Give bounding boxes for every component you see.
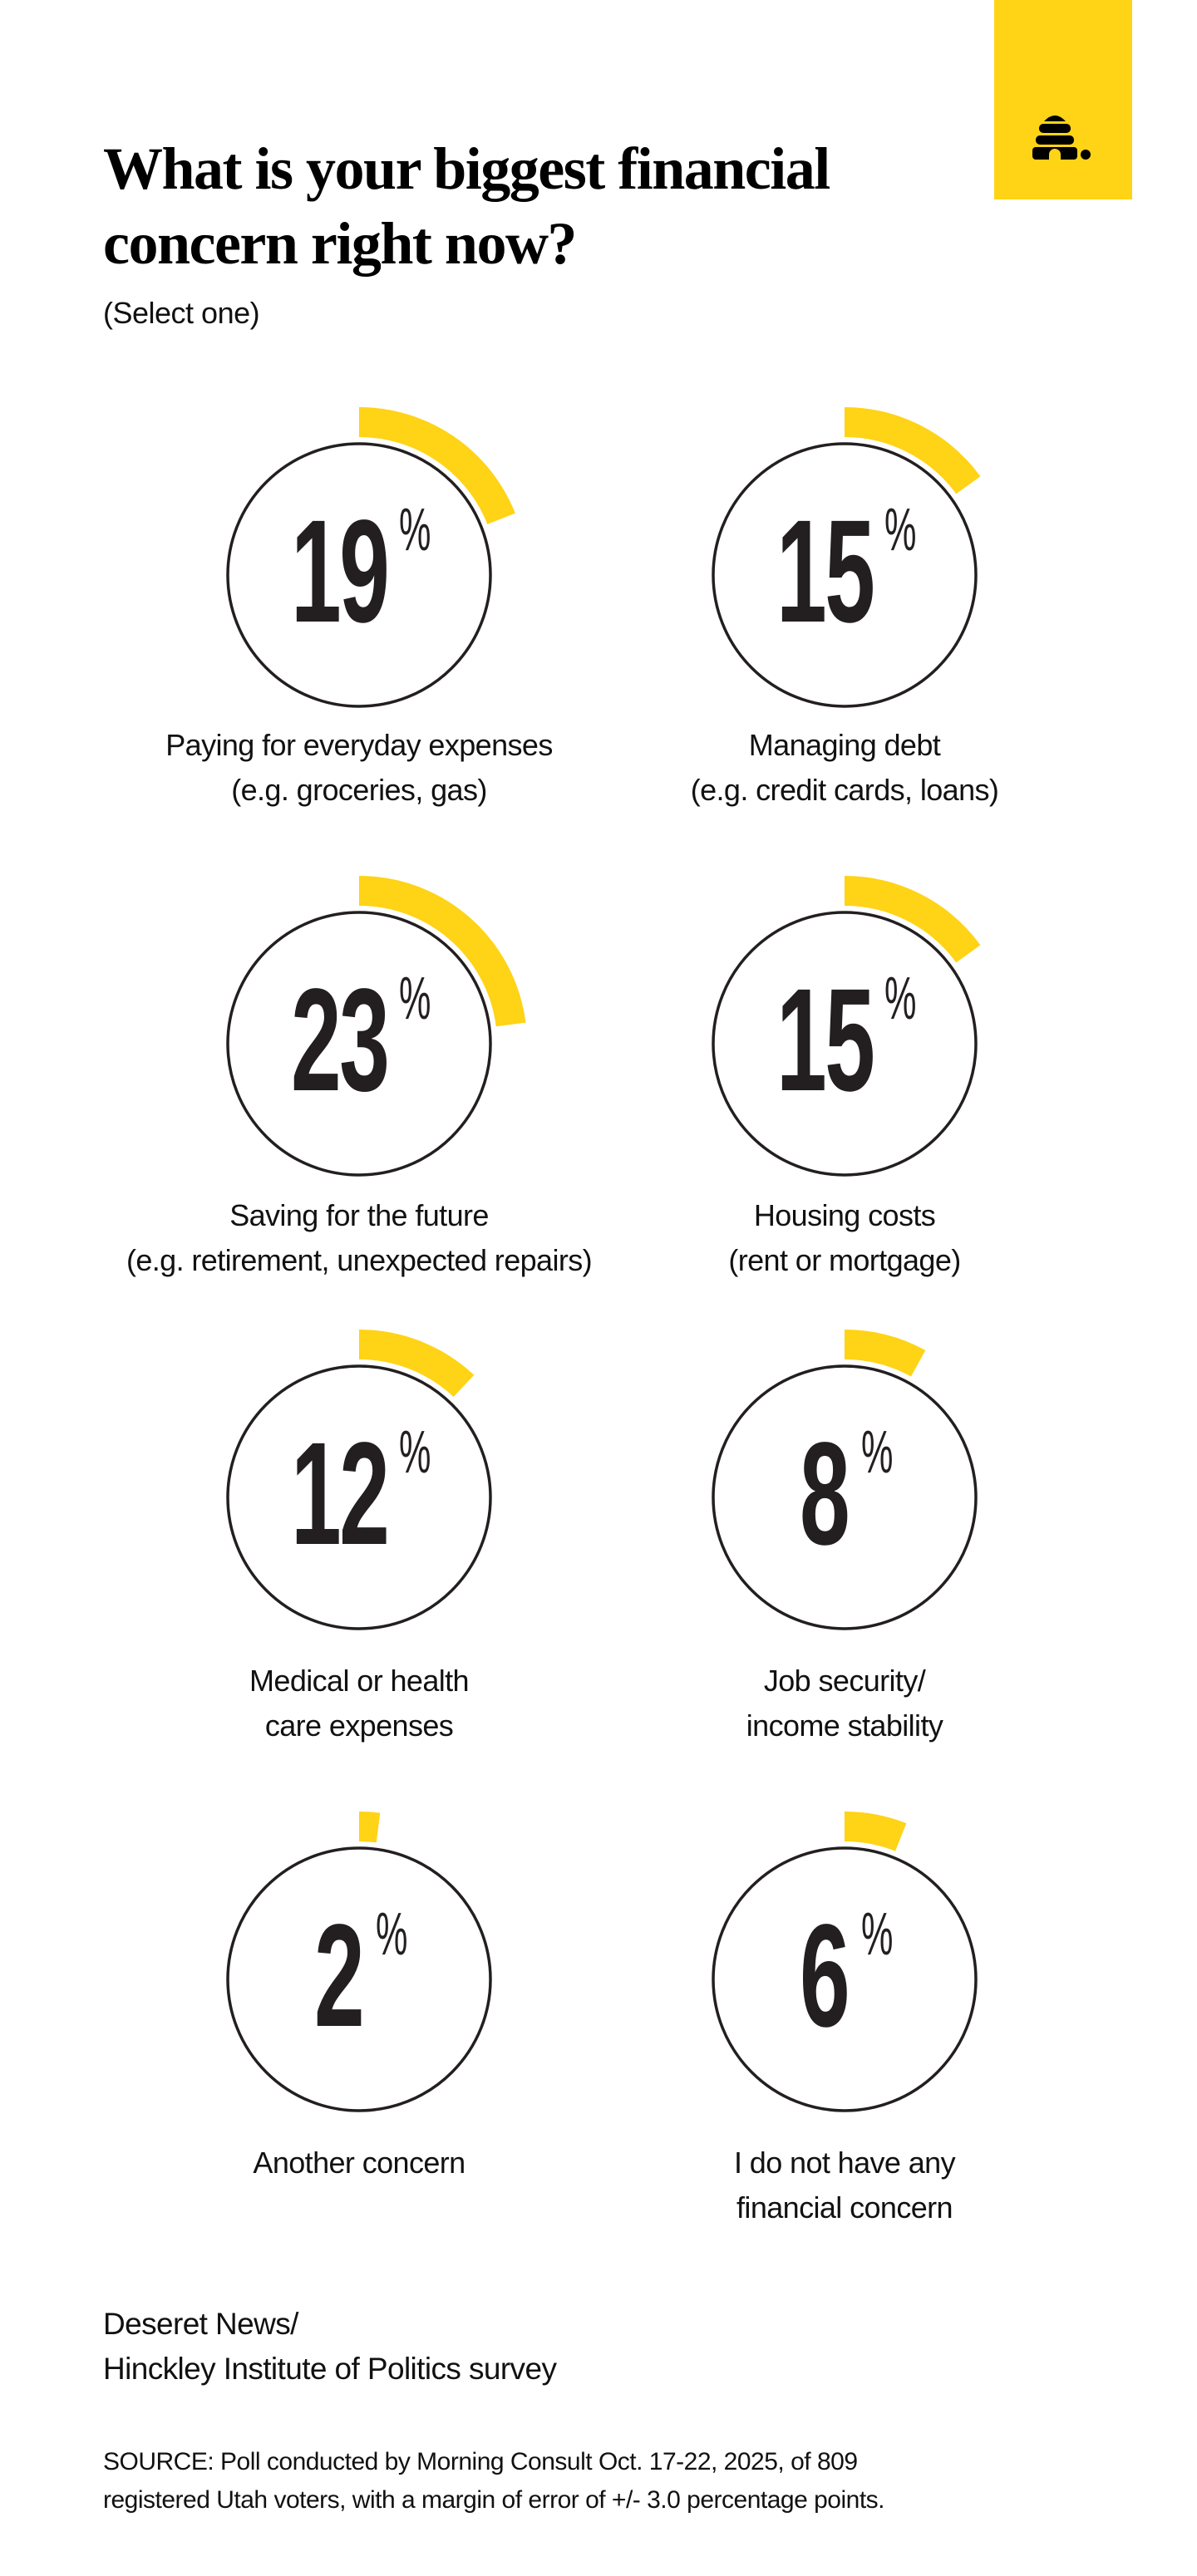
percent-value: 2 <box>314 1895 365 2057</box>
title-line-1: What is your biggest financial <box>103 135 830 202</box>
ring-gauge <box>712 876 981 1177</box>
percent-value: 23 <box>291 959 390 1122</box>
gauge-arc <box>844 1812 907 1851</box>
gauge-arc <box>844 1330 926 1377</box>
percent-sign: % <box>861 1901 894 1968</box>
gauge-arc <box>358 1812 381 1843</box>
label-line-2: income stability <box>746 1708 943 1743</box>
gauge-arc <box>358 876 526 1027</box>
label-line-2: (e.g. groceries, gas) <box>231 773 487 807</box>
percent-value: 15 <box>776 490 875 653</box>
gauge-arc <box>844 876 981 963</box>
gauge-ring <box>712 1846 978 2112</box>
gauge-arc <box>358 1330 475 1398</box>
percent-sign: % <box>399 497 431 563</box>
gauge-ring <box>712 442 978 708</box>
percent-sign: % <box>376 1901 408 1968</box>
title-line-2: concern right now? <box>103 210 577 277</box>
ring-gauge <box>226 1812 492 2112</box>
label-line-2: financial concern <box>736 2190 953 2225</box>
gauge-ring <box>712 911 978 1177</box>
label-line-1: Medical or health <box>249 1664 470 1698</box>
item-label: Medical or health care expenses <box>68 1659 650 1748</box>
item-label: Job security/income stability <box>554 1659 1135 1748</box>
percent-sign: % <box>884 497 917 563</box>
label-line-1: I do not have any <box>733 2146 956 2180</box>
percent-sign: % <box>399 966 431 1032</box>
percent-value: 19 <box>291 490 390 653</box>
label-line-1: Job security/ <box>763 1664 926 1698</box>
label-line-1: Managing debt <box>748 728 941 762</box>
item-label: Another concern <box>68 2141 650 2185</box>
gauge-arc <box>358 407 515 525</box>
item-label: Managing debt (e.g. credit cards, loans) <box>554 723 1135 813</box>
logo-badge <box>994 0 1132 199</box>
label-line-1: Housing costs <box>753 1198 936 1232</box>
credit-line-2: Hinckley Institute of Politics survey <box>103 2352 557 2386</box>
label-line-2: (rent or mortgage) <box>728 1243 961 1277</box>
gauge-ring <box>226 911 492 1177</box>
credit: Deseret News/ Hinckley Institute of Poli… <box>103 2302 557 2392</box>
item-label: Paying for everyday expenses (e.g. grocer… <box>68 723 650 813</box>
ring-gauge <box>712 1330 978 1630</box>
gauge-ring <box>226 1364 492 1630</box>
credit-line-1: Deseret News/ <box>103 2307 298 2341</box>
ring-gauge <box>226 1330 492 1630</box>
gauge-ring <box>226 1846 492 2112</box>
ring-gauge <box>226 876 526 1177</box>
source-line-1: SOURCE: Poll conducted by Morning Consul… <box>103 2448 858 2475</box>
ring-gauge <box>226 407 515 708</box>
ring-gauge <box>712 407 981 708</box>
percent-sign: % <box>884 966 917 1032</box>
percent-value: 6 <box>800 1895 850 2057</box>
label-line-2: care expenses <box>264 1708 454 1743</box>
page-title: What is your biggest financial concern r… <box>103 131 984 281</box>
percent-value: 12 <box>291 1413 390 1576</box>
percent-value: 15 <box>776 959 875 1122</box>
gauge-ring <box>712 1364 978 1630</box>
label-line-1: Paying for everyday expenses <box>165 728 553 762</box>
percent-sign: % <box>861 1419 894 1486</box>
label-line-2: (e.g. credit cards, loans) <box>690 773 999 807</box>
percent-sign: % <box>399 1419 431 1486</box>
label-line-2: (e.g. retirement, unexpected repairs) <box>126 1243 593 1277</box>
source-line-2: registered Utah voters, with a margin of… <box>103 2486 885 2514</box>
label-line-1: Saving for the future <box>229 1198 489 1232</box>
label-line-1: Another concern <box>253 2146 466 2180</box>
item-label: Saving for the future (e.g. retirement, u… <box>68 1193 650 1283</box>
subtitle: (Select one) <box>103 296 260 330</box>
beehive-icon <box>1032 116 1091 160</box>
item-label: Housing costs (rent or mortgage) <box>554 1193 1135 1283</box>
ring-gauge <box>712 1812 978 2112</box>
gauge-ring <box>226 442 492 708</box>
item-label: I do not have any financial concern <box>554 2141 1135 2230</box>
percent-value: 8 <box>800 1413 850 1576</box>
source-note: SOURCE: Poll conducted by Morning Consul… <box>103 2443 1134 2519</box>
gauge-arc <box>844 407 981 494</box>
